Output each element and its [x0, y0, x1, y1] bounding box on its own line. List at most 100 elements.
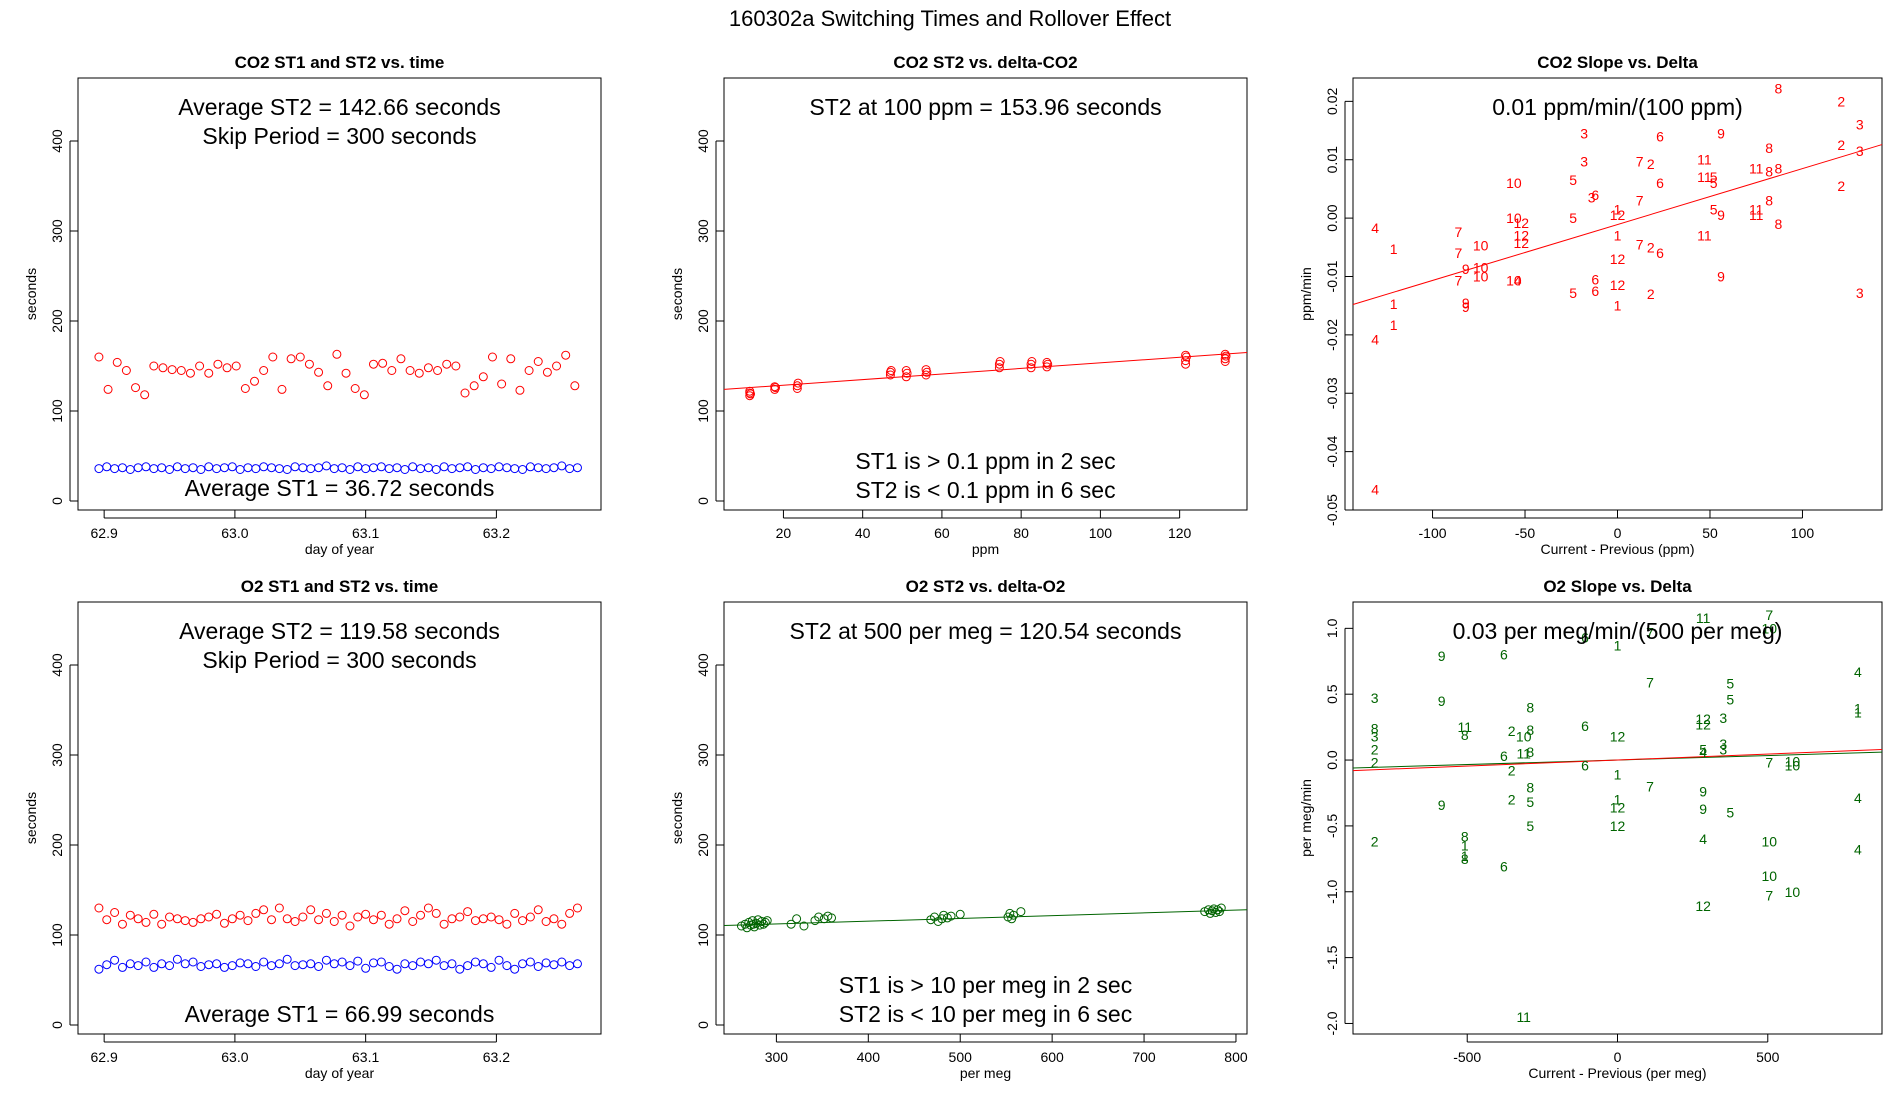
data-point	[110, 464, 120, 474]
data-label-point: 2	[1508, 792, 1516, 808]
data-label-point: 10	[1761, 834, 1777, 850]
data-point	[524, 366, 534, 375]
data-label-point: 11	[1697, 152, 1712, 168]
plot-co2-time: CO2 ST1 and ST2 vs. time 62.9 63.0 63.1 63.2…	[23, 53, 602, 557]
data-point	[243, 959, 253, 969]
annotation: ST2 at 500 per meg = 120.54 seconds	[790, 618, 1182, 644]
data-point	[353, 912, 363, 922]
data-point	[1220, 349, 1230, 359]
data-point	[762, 916, 772, 926]
data-point	[219, 918, 229, 928]
data-label-point: 5	[1699, 742, 1707, 758]
data-point	[384, 919, 394, 929]
data-label-point: 4	[1854, 842, 1862, 858]
annotation: 0.03 per meg/min/(500 per meg)	[1453, 618, 1783, 644]
data-point	[157, 919, 167, 929]
data-point	[321, 955, 331, 965]
plot-co2-slope: CO2 Slope vs. Delta -100 -50 0 50 100 0.02 0.01…	[1298, 53, 1883, 557]
data-point	[470, 465, 480, 474]
data-point	[165, 912, 175, 922]
data-point	[353, 956, 363, 966]
data-point	[478, 914, 488, 924]
plot-title: CO2 ST1 and ST2 vs. time	[235, 53, 445, 72]
data-label-point: 5	[1710, 175, 1718, 191]
data-point	[497, 379, 507, 389]
data-point	[204, 368, 214, 378]
data-label-point: 4	[1854, 664, 1862, 680]
data-point	[570, 381, 580, 391]
data-label-point: 6	[1656, 245, 1664, 261]
plot-frame	[1352, 77, 1883, 511]
data-point	[359, 390, 369, 400]
data-point	[298, 960, 308, 970]
data-label-point: 4	[1371, 482, 1379, 498]
data-label-point: 6	[1500, 647, 1508, 663]
data-point	[180, 916, 190, 926]
plot-title: CO2 ST2 vs. delta-CO2	[893, 53, 1077, 72]
y-tick-label: 200	[695, 309, 711, 333]
x-axis-label: ppm	[972, 541, 999, 557]
data-point	[235, 465, 245, 474]
data-point	[219, 463, 229, 473]
data-point	[251, 962, 261, 971]
data-label-point: 6	[1500, 748, 1508, 764]
data-label-point: 10	[1506, 210, 1522, 226]
data-label-point: 3	[1719, 710, 1727, 726]
data-point	[995, 357, 1005, 366]
data-point	[298, 463, 308, 473]
data-label-point: 10	[1785, 757, 1801, 773]
data-point	[286, 354, 296, 364]
data-point	[494, 915, 504, 925]
y-axis-label: seconds	[669, 268, 685, 320]
data-label-point: 3	[1371, 690, 1379, 706]
data-point	[533, 463, 543, 473]
data-point	[572, 463, 582, 473]
data-label-point: 12	[1610, 207, 1626, 223]
data-label-point: 2	[1371, 742, 1379, 758]
x-tick-label: 300	[765, 1049, 789, 1065]
data-label-point: 8	[1765, 163, 1773, 179]
x-tick-label: -100	[1419, 525, 1447, 541]
data-point	[572, 903, 582, 913]
data-point	[416, 464, 426, 474]
data-label-point: 5	[1569, 285, 1577, 301]
data-point	[387, 366, 397, 375]
data-point	[463, 462, 473, 472]
data-point	[408, 961, 418, 971]
y-tick-label: 1.0	[1324, 618, 1340, 638]
data-point	[259, 366, 269, 375]
data-point	[542, 367, 552, 377]
x-axis-label: Current - Previous (ppm)	[1540, 541, 1694, 557]
y-tick-label: -1.0	[1324, 879, 1340, 903]
data-point	[149, 464, 159, 474]
data-point	[195, 361, 205, 371]
y-tick-label: 0	[695, 1021, 711, 1029]
data-point	[827, 913, 837, 923]
data-label-point: 12	[1695, 711, 1711, 727]
data-label-point: 5	[1726, 676, 1734, 692]
data-point	[885, 370, 895, 380]
x-tick-label: 100	[1791, 525, 1815, 541]
data-label-point: 5	[1569, 172, 1577, 188]
data-point	[141, 957, 151, 967]
data-point	[494, 462, 504, 472]
plot-title: O2 Slope vs. Delta	[1543, 577, 1692, 596]
y-tick-label: 100	[49, 399, 65, 423]
data-point	[165, 961, 175, 971]
data-label-point: 3	[1856, 143, 1864, 159]
y-axis-label: seconds	[23, 792, 39, 844]
annotation: Average ST2 = 142.66 seconds	[178, 94, 500, 120]
x-tick-label: 100	[1089, 525, 1113, 541]
plot-frame	[723, 77, 1248, 511]
data-label-point: 4	[1699, 831, 1707, 847]
data-label-point: 8	[1526, 722, 1534, 738]
data-point	[793, 378, 803, 388]
annotation: Average ST1 = 66.99 seconds	[185, 1001, 495, 1027]
data-point	[212, 464, 222, 474]
data-label-point: 9	[1438, 797, 1446, 813]
data-label-point: 7	[1455, 245, 1463, 261]
data-label-point: 2	[1371, 755, 1379, 771]
data-point	[304, 359, 314, 369]
data-label-point: 6	[1656, 128, 1664, 144]
data-point	[282, 954, 292, 964]
